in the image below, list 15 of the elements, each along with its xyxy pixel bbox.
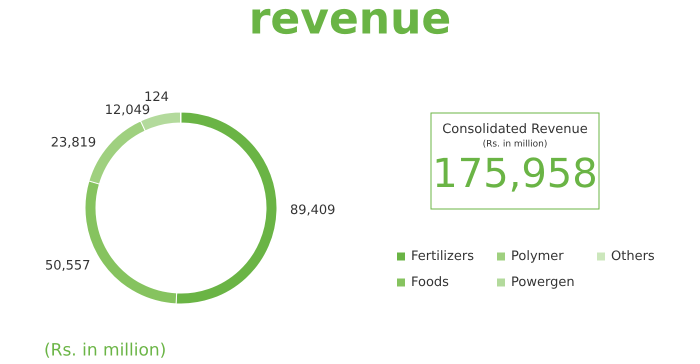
data-label: 50,557 [44, 258, 90, 274]
data-label: 89,409 [290, 203, 336, 218]
legend-label: Powergen [511, 275, 575, 290]
text: Consolidated Revenue [442, 122, 588, 137]
data-label: 12,049 [104, 102, 150, 118]
legend-label: Fertilizers [411, 249, 474, 264]
text: (Rs. in million) [44, 340, 166, 360]
legend-label: Others [611, 249, 655, 264]
legend-label: Foods [411, 275, 450, 290]
data-label: 124 [144, 90, 169, 105]
chart-title: revenue [248, 0, 452, 44]
text: 175,958 [432, 151, 598, 197]
text: (Rs. in million) [482, 140, 548, 150]
legend-label: Polymer [511, 249, 564, 264]
data-label: 23,819 [50, 135, 96, 150]
